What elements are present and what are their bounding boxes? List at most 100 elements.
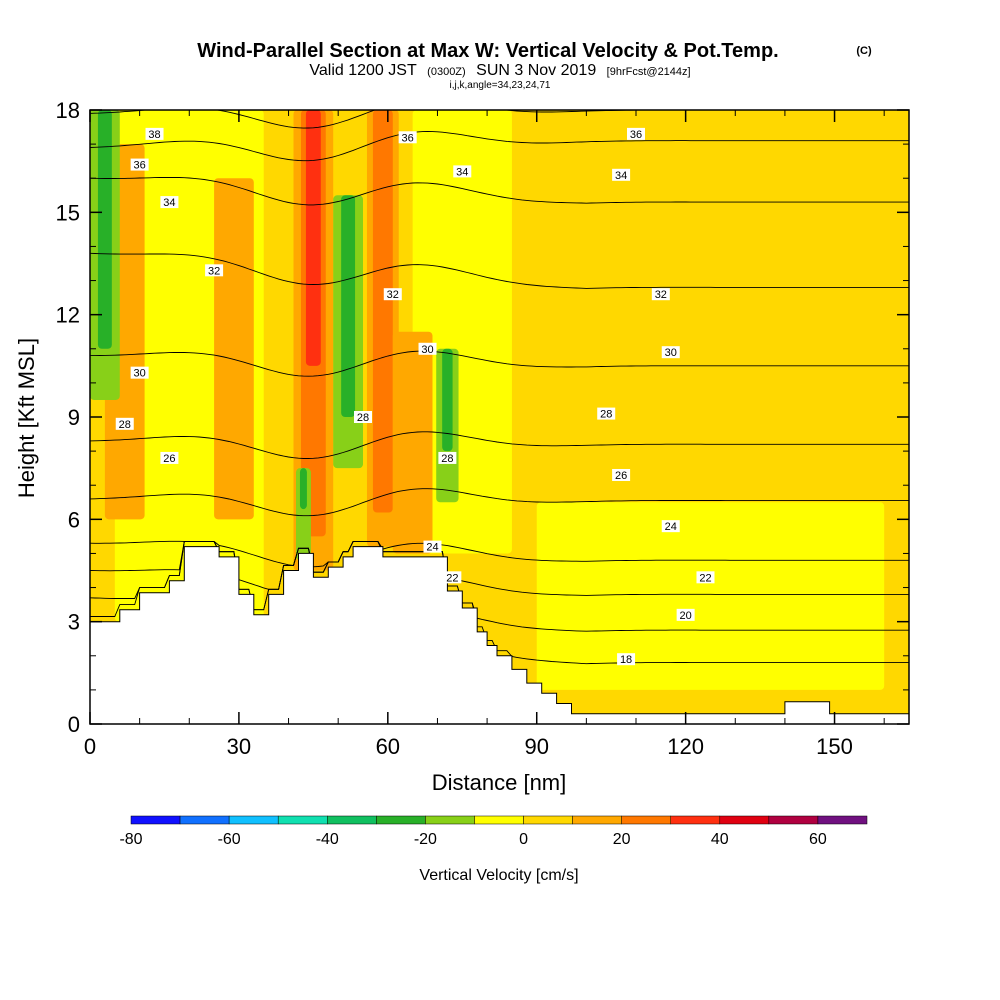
colorbar-swatch bbox=[376, 815, 426, 825]
isentrope-line bbox=[90, 252, 909, 289]
colorbar-swatch bbox=[474, 815, 524, 825]
contour-label-bg bbox=[354, 411, 372, 423]
isentrope-line bbox=[90, 350, 909, 377]
contour-label: 36 bbox=[134, 160, 146, 172]
contour-label-bg bbox=[160, 196, 179, 209]
y-tick-label: 9 bbox=[68, 405, 80, 430]
contour-label-bg bbox=[145, 127, 164, 140]
isentrope-lines bbox=[90, 110, 909, 665]
colorbar-swatch bbox=[572, 815, 622, 825]
colorbar-tick-label: 40 bbox=[711, 831, 729, 848]
contour-label-bg bbox=[627, 127, 645, 140]
isentrope-line bbox=[90, 540, 909, 568]
contour-labels: 38 36 34 32 30 28 26 36 34 32 30 28 28 24 22 36 34 32 30 28… bbox=[115, 127, 715, 666]
updraft-core bbox=[372, 110, 393, 513]
colorbar-label: Vertical Velocity [cm/s] bbox=[419, 867, 578, 884]
contour-label: 32 bbox=[655, 289, 667, 301]
contour-label-bg bbox=[130, 366, 149, 379]
isentrope-line bbox=[90, 176, 909, 206]
downdraft-band bbox=[295, 468, 311, 561]
contour-label: 18 bbox=[620, 654, 632, 666]
contour-label-bg bbox=[418, 342, 437, 355]
colorbar-swatch bbox=[327, 815, 377, 825]
x-tick-label: 120 bbox=[667, 734, 704, 759]
colorbar: -80 -60 -40 -20 0 20 40 60 bbox=[119, 815, 868, 848]
contour-label-bg bbox=[661, 346, 680, 359]
contour-label: 28 bbox=[441, 453, 453, 465]
contour-label: 28 bbox=[357, 412, 369, 424]
x-tick-label: 90 bbox=[524, 734, 548, 759]
contour-label: 30 bbox=[665, 347, 677, 359]
field-neutral-region bbox=[536, 502, 885, 690]
contour-label-bg bbox=[617, 653, 636, 666]
colorbar-swatch bbox=[425, 815, 475, 825]
contour-label: 22 bbox=[699, 572, 711, 584]
y-tick-label: 6 bbox=[68, 507, 80, 532]
contour-label-bg bbox=[651, 288, 670, 301]
contour-label-bg bbox=[205, 264, 224, 277]
colorbar-tick-label: 60 bbox=[809, 831, 827, 848]
contour-label: 34 bbox=[615, 170, 627, 182]
downdraft-core bbox=[341, 195, 356, 417]
contour-label: 24 bbox=[426, 542, 438, 554]
contour-label-bg bbox=[130, 158, 149, 171]
colorbar-tick-label: -20 bbox=[414, 831, 437, 848]
x-tick-label: 0 bbox=[84, 734, 96, 759]
x-axis-label: Distance [nm] bbox=[432, 770, 567, 795]
contour-label-bg bbox=[453, 165, 472, 178]
contour-label-bg bbox=[696, 571, 715, 584]
x-tick-label: 150 bbox=[816, 734, 853, 759]
contour-label-bg bbox=[160, 451, 179, 464]
colorbar-tick-label: 20 bbox=[613, 831, 631, 848]
x-tick-label: 60 bbox=[376, 734, 400, 759]
colorbar-tick-label: -60 bbox=[218, 831, 241, 848]
downdraft-core bbox=[299, 468, 307, 510]
contour-label: 36 bbox=[630, 129, 642, 141]
contour-label-bg bbox=[398, 131, 417, 144]
y-tick-label: 3 bbox=[68, 610, 80, 635]
isentrope-line bbox=[90, 131, 909, 162]
contour-label-bg bbox=[597, 407, 616, 420]
colorbar-swatch bbox=[277, 815, 328, 825]
contour-label: 30 bbox=[134, 368, 146, 380]
colorbar-swatch bbox=[719, 815, 770, 825]
contour-label-bg bbox=[661, 520, 680, 533]
plot-area: 3836343230282636343230282824223634323028… bbox=[56, 98, 910, 759]
velocity-field bbox=[90, 110, 885, 690]
contour-label: 38 bbox=[148, 129, 160, 141]
isentrope-line bbox=[90, 110, 909, 129]
colorbar-tick-label: -40 bbox=[316, 831, 339, 848]
contour-label-bg bbox=[612, 468, 631, 481]
chart-subtitle-indices: i,j,k,angle=34,23,24,71 bbox=[450, 80, 551, 91]
colorbar-swatch bbox=[768, 815, 819, 825]
y-tick-label: 0 bbox=[68, 712, 80, 737]
contour-label: 28 bbox=[119, 419, 131, 431]
y-axis-label: Height [Kft MSL] bbox=[14, 338, 39, 498]
chart-title-mark: (C) bbox=[856, 45, 872, 57]
downdraft-core bbox=[442, 348, 453, 452]
contour-label: 24 bbox=[665, 521, 677, 533]
subtitle-date: SUN 3 Nov 2019 bbox=[476, 62, 596, 79]
x-tick-label: 30 bbox=[227, 734, 251, 759]
isentrope-line bbox=[90, 431, 909, 459]
updraft-band bbox=[392, 331, 433, 554]
contour-label-bg bbox=[438, 451, 457, 464]
contour-label: 32 bbox=[208, 265, 220, 277]
subtitle-valid: Valid 1200 JST bbox=[309, 62, 417, 79]
contour-label: 26 bbox=[163, 453, 175, 465]
colorbar-swatch bbox=[621, 815, 671, 825]
contour-label: 26 bbox=[615, 470, 627, 482]
updraft-band bbox=[214, 178, 254, 520]
downdraft-core bbox=[97, 110, 112, 349]
contour-label: 36 bbox=[402, 132, 414, 144]
colorbar-swatch bbox=[179, 815, 230, 825]
colorbar-swatch bbox=[130, 815, 181, 825]
contour-label-bg bbox=[443, 571, 462, 584]
contour-label: 34 bbox=[163, 197, 175, 209]
updraft-peak bbox=[305, 110, 321, 366]
colorbar-tick-label: 0 bbox=[519, 831, 528, 848]
contour-label: 34 bbox=[456, 166, 468, 178]
chart-subtitle: Valid 1200 JST (0300Z) SUN 3 Nov 2019 [9… bbox=[309, 62, 690, 79]
